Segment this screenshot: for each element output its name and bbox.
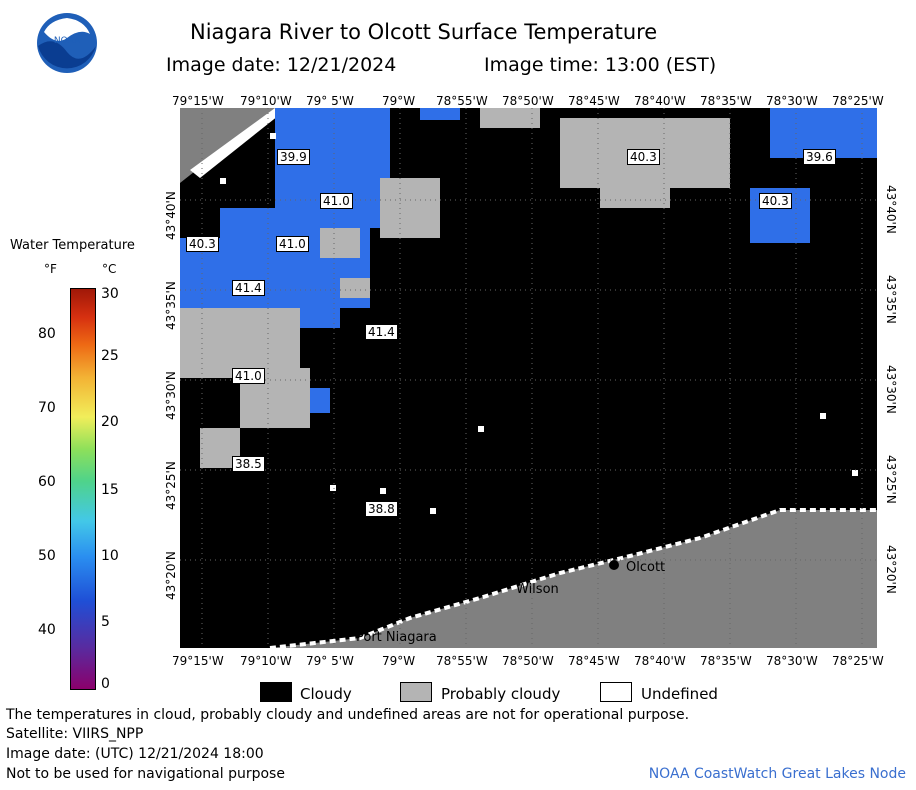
temp-label: 40.3 bbox=[627, 149, 660, 165]
lon-label-top: 78°45'W bbox=[568, 94, 620, 108]
key-label-probably-cloudy: Probably cloudy bbox=[441, 685, 561, 703]
footer-disclaimer: The temperatures in cloud, probably clou… bbox=[6, 707, 690, 723]
f-tick: 70 bbox=[38, 400, 56, 416]
lon-label-top: 79°15'W bbox=[172, 94, 224, 108]
image-date: Image date: 12/21/2024 bbox=[166, 54, 397, 76]
lon-label-top: 78°35'W bbox=[700, 94, 752, 108]
lon-label-bottom: 78°35'W bbox=[700, 654, 752, 668]
lat-label-left: 43°40'N bbox=[164, 191, 178, 240]
c-tick: 30 bbox=[101, 286, 119, 302]
place-label-olcott: Olcott bbox=[626, 560, 666, 575]
lat-label-left: 43°30'N bbox=[164, 371, 178, 420]
temp-label: 38.8 bbox=[365, 501, 398, 517]
color-scale-bar bbox=[70, 288, 96, 690]
temp-label: 41.4 bbox=[365, 324, 398, 340]
f-tick: 40 bbox=[38, 622, 56, 638]
temp-label: 40.3 bbox=[186, 236, 219, 252]
temperature-map: 39.9 41.0 40.3 41.0 41.4 41.4 41.0 38.5 … bbox=[180, 108, 877, 648]
lon-label-top: 79° 5'W bbox=[306, 94, 354, 108]
c-tick: 20 bbox=[101, 414, 119, 430]
lon-label-bottom: 78°25'W bbox=[832, 654, 884, 668]
f-tick: 60 bbox=[38, 474, 56, 490]
c-tick: 0 bbox=[101, 676, 110, 692]
c-tick: 5 bbox=[101, 614, 110, 630]
lon-label-top: 79°10'W bbox=[240, 94, 292, 108]
temp-label: 41.4 bbox=[232, 280, 265, 296]
lat-label-right: 43°40'N bbox=[884, 185, 898, 234]
lon-label-top: 78°40'W bbox=[634, 94, 686, 108]
c-tick: 15 bbox=[101, 482, 119, 498]
lon-label-top: 79°W bbox=[382, 94, 416, 108]
lat-label-right: 43°20'N bbox=[884, 545, 898, 594]
lon-label-bottom: 78°50'W bbox=[502, 654, 554, 668]
legend-unit-f: °F bbox=[44, 262, 57, 276]
svg-text:NOAA: NOAA bbox=[54, 36, 81, 46]
f-tick: 80 bbox=[38, 326, 56, 342]
lon-label-top: 78°50'W bbox=[502, 94, 554, 108]
lon-label-bottom: 78°55'W bbox=[436, 654, 488, 668]
lat-label-left: 43°20'N bbox=[164, 551, 178, 600]
lon-label-bottom: 78°40'W bbox=[634, 654, 686, 668]
lat-label-right: 43°25'N bbox=[884, 455, 898, 504]
temp-label: 40.3 bbox=[759, 193, 792, 209]
lon-label-bottom: 79° 5'W bbox=[306, 654, 354, 668]
key-swatch-probably-cloudy bbox=[400, 682, 432, 702]
lon-label-top: 78°55'W bbox=[436, 94, 488, 108]
legend-title: Water Temperature bbox=[10, 238, 135, 253]
temp-label: 41.0 bbox=[232, 368, 265, 384]
land-new-york bbox=[270, 510, 877, 648]
place-label-wilson: Wilson bbox=[516, 582, 559, 597]
lat-label-right: 43°30'N bbox=[884, 365, 898, 414]
lon-label-bottom: 78°45'W bbox=[568, 654, 620, 668]
temp-label: 41.0 bbox=[276, 236, 309, 252]
key-swatch-cloudy bbox=[260, 682, 292, 702]
lon-label-bottom: 79°10'W bbox=[240, 654, 292, 668]
legend-unit-c: °C bbox=[102, 262, 117, 276]
footer-navigation-warning: Not to be used for navigational purpose bbox=[6, 766, 285, 782]
footer-credit: NOAA CoastWatch Great Lakes Node bbox=[648, 766, 906, 782]
lon-label-top: 78°30'W bbox=[766, 94, 818, 108]
footer-satellite: Satellite: VIIRS_NPP bbox=[6, 726, 144, 742]
place-label-port-niagara: Port Niagara bbox=[356, 630, 437, 645]
lon-label-bottom: 79°15'W bbox=[172, 654, 224, 668]
key-label-cloudy: Cloudy bbox=[300, 685, 352, 703]
f-tick: 50 bbox=[38, 548, 56, 564]
lat-label-right: 43°35'N bbox=[884, 275, 898, 324]
temp-label: 39.6 bbox=[803, 149, 836, 165]
warm-water-region bbox=[180, 108, 877, 413]
lat-label-left: 43°35'N bbox=[164, 281, 178, 330]
lon-label-top: 78°25'W bbox=[832, 94, 884, 108]
olcott-marker bbox=[609, 560, 619, 570]
key-label-undefined: Undefined bbox=[641, 685, 718, 703]
noaa-logo: NOAA bbox=[36, 12, 98, 74]
lon-label-bottom: 78°30'W bbox=[766, 654, 818, 668]
page-title: Niagara River to Olcott Surface Temperat… bbox=[190, 20, 658, 44]
temp-label: 39.9 bbox=[277, 149, 310, 165]
temp-label: 38.5 bbox=[232, 456, 265, 472]
lon-label-bottom: 79°W bbox=[382, 654, 416, 668]
lat-label-left: 43°25'N bbox=[164, 461, 178, 510]
c-tick: 25 bbox=[101, 348, 119, 364]
wilson-marker bbox=[503, 577, 513, 587]
image-time: Image time: 13:00 (EST) bbox=[484, 54, 717, 76]
footer-utc-date: Image date: (UTC) 12/21/2024 18:00 bbox=[6, 746, 264, 762]
c-tick: 10 bbox=[101, 548, 119, 564]
temp-label: 41.0 bbox=[320, 193, 353, 209]
key-swatch-undefined bbox=[600, 682, 632, 702]
